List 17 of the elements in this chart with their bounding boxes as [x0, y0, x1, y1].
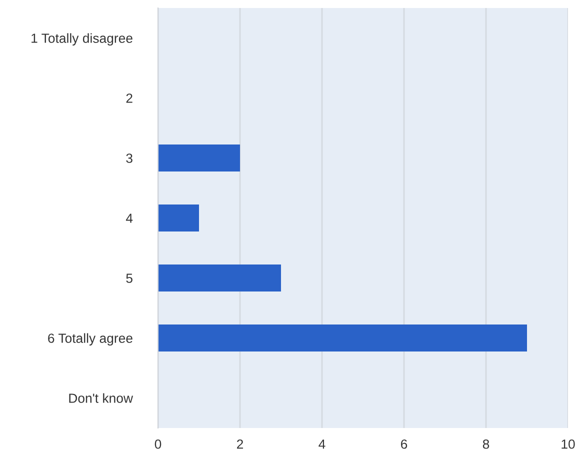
x-tick-label: 0	[154, 439, 162, 449]
bar	[158, 324, 527, 352]
y-tick-label: 1 Totally disagree	[32, 33, 132, 46]
y-tick-label: 6 Totally agree	[48, 333, 132, 346]
x-tick-label: 2	[236, 439, 244, 449]
x-tick-label: 4	[318, 440, 326, 449]
y-tick-label: 5	[126, 274, 132, 283]
y-tick-label: 4	[126, 214, 133, 223]
x-tick-label: 10	[562, 439, 575, 449]
y-tick-label: 2	[126, 94, 132, 103]
bar	[158, 264, 281, 292]
y-tick-label: Don't know	[69, 393, 134, 403]
x-tick-label: 8	[482, 439, 490, 449]
x-tick-label: 6	[401, 439, 408, 449]
bar	[158, 144, 240, 172]
y-tick-label: 3	[126, 154, 132, 163]
bar	[158, 204, 199, 232]
